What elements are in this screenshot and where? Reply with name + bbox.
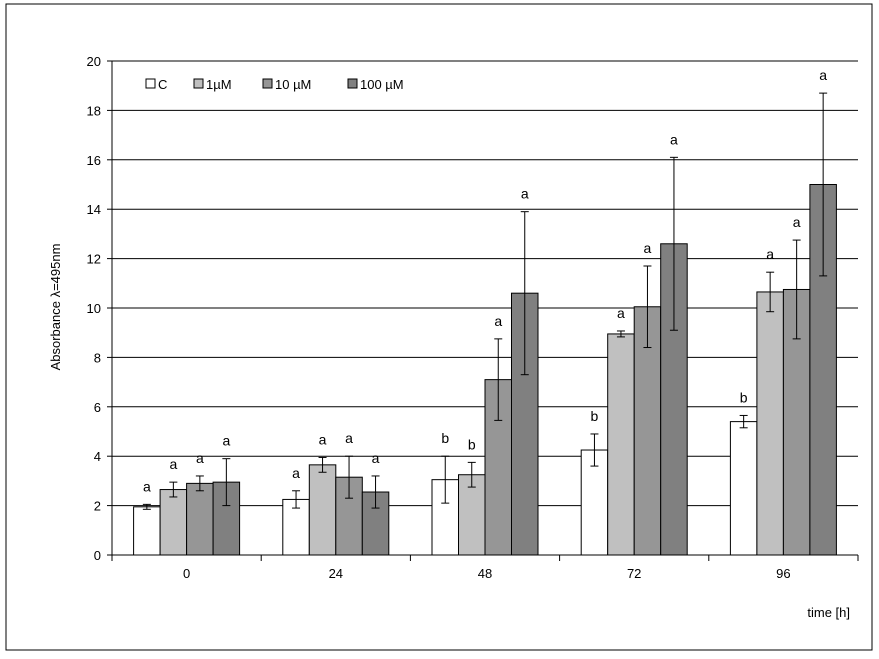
- y-tick-label: 8: [94, 350, 101, 365]
- y-tick-label: 16: [87, 153, 101, 168]
- significance-label: b: [468, 436, 476, 452]
- significance-label: a: [793, 214, 801, 230]
- legend-label-2: 10 µM: [275, 77, 311, 92]
- x-tick-label: 0: [183, 566, 190, 581]
- y-axis-label: Absorbance λ=495nm: [48, 244, 63, 371]
- y-tick-label: 18: [87, 103, 101, 118]
- significance-label: a: [617, 305, 625, 321]
- bar-2-0: [186, 482, 214, 556]
- legend-swatch-0: [145, 78, 156, 89]
- significance-label: a: [169, 456, 177, 472]
- significance-label: a: [143, 478, 151, 494]
- significance-label: a: [222, 433, 230, 449]
- significance-label: b: [441, 430, 449, 446]
- legend-label-1: 1µM: [206, 77, 232, 92]
- significance-label: a: [319, 431, 327, 447]
- bar-0-4: [729, 421, 758, 556]
- legend-swatch-3: [347, 78, 358, 89]
- significance-labels: a a b b b a a b a a a a a a a a a a a a: [143, 67, 827, 494]
- y-tick-label: 0: [94, 548, 101, 563]
- y-tick-label: 2: [94, 499, 101, 514]
- significance-label: a: [292, 465, 300, 481]
- bar-1-1: [308, 464, 337, 556]
- y-tick-label: 10: [87, 301, 101, 316]
- significance-label: a: [766, 246, 774, 262]
- x-axis-label: time [h]: [807, 605, 850, 620]
- legend-label-0: C: [158, 77, 167, 92]
- significance-label: a: [670, 131, 678, 147]
- legend-swatch-1: [193, 78, 204, 89]
- legend: C 1µM 10 µM 100 µM: [145, 77, 404, 92]
- significance-label: a: [372, 450, 380, 466]
- y-tick-label: 14: [87, 202, 101, 217]
- x-tick-label: 24: [329, 566, 343, 581]
- x-tick-label: 96: [776, 566, 790, 581]
- significance-label: a: [644, 240, 652, 256]
- significance-label: a: [494, 313, 502, 329]
- x-tick-label: 48: [478, 566, 492, 581]
- bar-1-4: [756, 291, 784, 556]
- bar-1-2: [458, 474, 486, 556]
- bar-0-3: [580, 449, 609, 556]
- error-bars: [142, 92, 828, 510]
- significance-label: a: [819, 67, 827, 83]
- y-tick-label: 6: [94, 400, 101, 415]
- bar-0-0: [133, 506, 161, 556]
- y-tick-label: 4: [94, 449, 101, 464]
- legend-label-3: 100 µM: [360, 77, 404, 92]
- significance-label: a: [196, 450, 204, 466]
- significance-label: a: [521, 186, 529, 202]
- bar-1-0: [159, 489, 188, 556]
- bar-1-3: [607, 333, 635, 556]
- y-tick-label: 12: [87, 252, 101, 267]
- y-tick-label: 20: [87, 54, 101, 69]
- x-tick-label: 72: [627, 566, 641, 581]
- significance-label: b: [591, 408, 599, 424]
- significance-label: b: [740, 389, 748, 405]
- significance-label: a: [345, 430, 353, 446]
- legend-swatch-2: [262, 78, 273, 89]
